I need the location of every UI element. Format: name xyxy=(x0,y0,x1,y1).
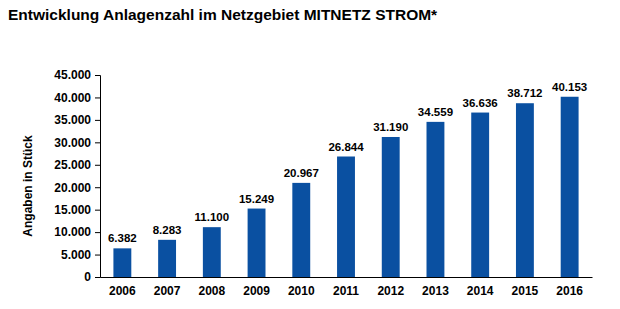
bar xyxy=(561,97,579,277)
bar xyxy=(203,227,221,277)
tick-mark xyxy=(95,142,100,143)
bar xyxy=(158,240,176,277)
data-label: 20.967 xyxy=(284,167,319,179)
tick: 2012 xyxy=(377,284,404,298)
axis-line xyxy=(101,277,593,278)
tick-label: 5.000 xyxy=(61,248,91,262)
tick-label: 45.000 xyxy=(54,68,91,82)
tick-label: 2007 xyxy=(154,284,181,298)
bar xyxy=(516,103,534,277)
tick-label: 2009 xyxy=(243,284,270,298)
tick-label: 2008 xyxy=(198,284,225,298)
tick: 2006 xyxy=(109,284,136,298)
bar xyxy=(248,209,266,277)
tick-mark xyxy=(95,277,100,278)
tick-label: 35.000 xyxy=(54,113,91,127)
tick: 35.000 xyxy=(54,113,100,127)
tick: 2016 xyxy=(556,284,583,298)
bar xyxy=(292,183,310,277)
y-axis: 0 5.000 10.000 15.000 20.000 25.000 30.000 35.0… xyxy=(54,68,100,284)
tick: 15.000 xyxy=(54,203,100,217)
tick-mark xyxy=(95,97,100,98)
tick: 2008 xyxy=(198,284,225,298)
tick-label: 0 xyxy=(84,270,91,284)
bar xyxy=(382,137,400,277)
tick-label: 2006 xyxy=(109,284,136,298)
tick: 10.000 xyxy=(54,225,100,239)
bar xyxy=(337,157,355,277)
data-label: 11.100 xyxy=(195,211,230,223)
x-axis: 2006 2007 2008 2009 2010 2011 2012 2013 2014 2015… xyxy=(101,278,593,298)
tick-mark xyxy=(95,255,100,256)
tick-mark xyxy=(95,232,100,233)
tick-label: 2015 xyxy=(512,284,539,298)
tick-mark xyxy=(95,165,100,166)
tick: 2014 xyxy=(467,284,494,298)
axis-line xyxy=(95,76,101,278)
tick-label: 2012 xyxy=(377,284,404,298)
tick-label: 2014 xyxy=(467,284,494,298)
tick: 2010 xyxy=(288,284,315,298)
tick-label: 2010 xyxy=(288,284,315,298)
tick: 2011 xyxy=(333,284,359,298)
tick-label: 25.000 xyxy=(54,158,91,172)
tick: 0 xyxy=(84,270,100,284)
tick: 20.000 xyxy=(54,181,100,195)
data-label: 26.844 xyxy=(328,141,364,153)
bars xyxy=(113,97,578,277)
tick: 2013 xyxy=(422,284,449,298)
tick-mark xyxy=(95,75,100,76)
tick-label: 20.000 xyxy=(54,181,91,195)
tick: 2007 xyxy=(154,284,181,298)
tick: 45.000 xyxy=(54,68,100,82)
title: Entwicklung Anlagenzahl im Netzgebiet MI… xyxy=(8,6,438,23)
data-label: 40.153 xyxy=(552,81,587,93)
bar xyxy=(471,113,489,277)
tick: 2009 xyxy=(243,284,270,298)
tick: 2015 xyxy=(512,284,539,298)
tick: 5.000 xyxy=(61,248,100,262)
data-labels: 6.382 8.283 11.100 15.249 20.967 26.844 31.190… xyxy=(108,81,587,245)
chart: Entwicklung Anlagenzahl im Netzgebiet MI… xyxy=(0,0,620,309)
tick: 30.000 xyxy=(54,136,100,150)
data-label: 8.283 xyxy=(153,224,182,236)
tick-label: 2016 xyxy=(556,284,583,298)
tick-mark xyxy=(95,187,100,188)
tick-label: 15.000 xyxy=(54,203,91,217)
tick-label: 30.000 xyxy=(54,136,91,150)
tick-mark xyxy=(95,120,100,121)
tick-mark xyxy=(95,210,100,211)
data-label: 15.249 xyxy=(239,193,274,205)
bar xyxy=(113,248,131,277)
y-axis-title: Angaben in Stück xyxy=(21,135,35,237)
tick-label: 40.000 xyxy=(54,91,91,105)
tick: 25.000 xyxy=(54,158,100,172)
data-label: 6.382 xyxy=(108,232,137,244)
tick-label: 2011 xyxy=(333,284,359,298)
tick-label: 10.000 xyxy=(54,225,91,239)
data-label: 34.559 xyxy=(418,106,453,118)
data-label: 38.712 xyxy=(507,87,542,99)
tick: 40.000 xyxy=(54,91,100,105)
bar xyxy=(427,122,445,277)
data-label: 31.190 xyxy=(373,121,408,133)
tick-label: 2013 xyxy=(422,284,449,298)
data-label: 36.636 xyxy=(463,97,498,109)
